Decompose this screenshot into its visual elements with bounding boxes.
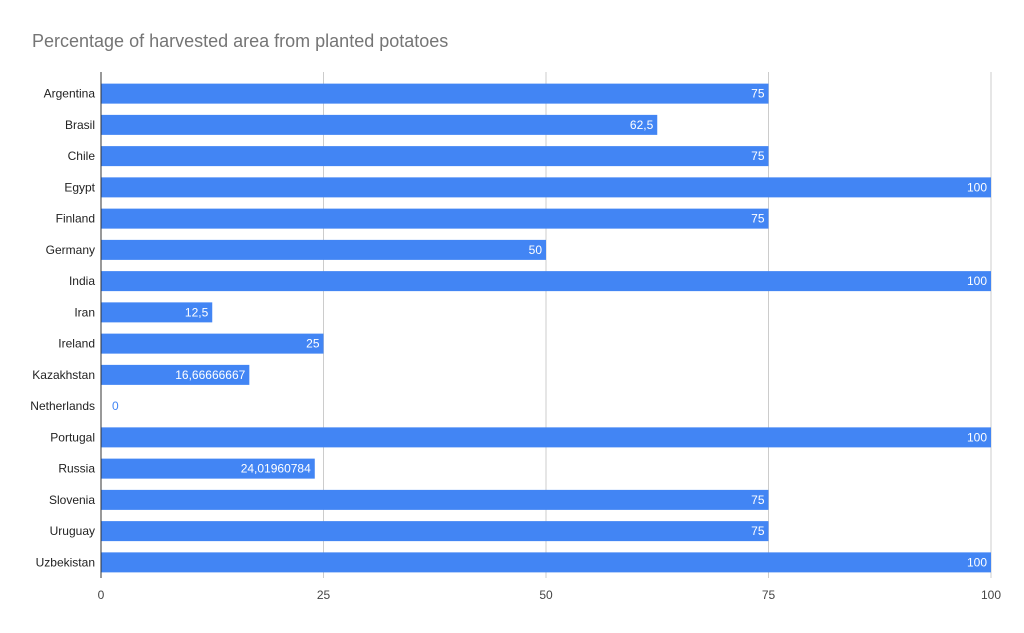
category-label: Ireland bbox=[58, 337, 95, 351]
category-label: Russia bbox=[58, 462, 95, 476]
data-label: 100 bbox=[967, 430, 987, 444]
data-labels: 75 62,5 75 100 75 50 100 12,5 25 16,66666667 0 100 2… bbox=[112, 87, 987, 570]
data-label: 62,5 bbox=[630, 118, 654, 132]
data-label: 75 bbox=[751, 87, 765, 101]
data-label: 75 bbox=[751, 493, 765, 507]
bar bbox=[101, 302, 213, 323]
category-label: Chile bbox=[68, 149, 96, 163]
category-label: Egypt bbox=[64, 180, 95, 194]
bar bbox=[101, 521, 769, 542]
data-label: 75 bbox=[751, 149, 765, 163]
category-label: Germany bbox=[46, 243, 95, 257]
data-label: 100 bbox=[967, 555, 987, 569]
bars bbox=[101, 83, 991, 573]
data-label: 24,01960784 bbox=[241, 462, 311, 476]
bar bbox=[101, 364, 250, 385]
chart-title: Percentage of harvested area from plante… bbox=[32, 31, 448, 51]
data-label: 75 bbox=[751, 212, 765, 226]
x-tick-label: 0 bbox=[98, 588, 105, 602]
bar bbox=[101, 177, 991, 198]
bar bbox=[101, 552, 991, 573]
bar bbox=[101, 83, 769, 104]
category-label: Finland bbox=[56, 212, 95, 226]
category-label: Uruguay bbox=[50, 524, 95, 538]
bar bbox=[101, 146, 769, 167]
category-label: Brasil bbox=[65, 118, 95, 132]
data-label: 75 bbox=[751, 524, 765, 538]
data-label: 12,5 bbox=[185, 305, 209, 319]
category-label: Uzbekistan bbox=[36, 555, 95, 569]
bar bbox=[101, 114, 658, 135]
x-tick-label: 75 bbox=[762, 588, 776, 602]
bar bbox=[101, 427, 991, 448]
x-tick-label: 25 bbox=[317, 588, 331, 602]
data-label: 50 bbox=[529, 243, 543, 257]
bar bbox=[101, 239, 546, 260]
x-tick-labels: 0 25 50 75 100 bbox=[98, 588, 1002, 602]
category-label: Portugal bbox=[50, 430, 95, 444]
category-label: Iran bbox=[74, 305, 95, 319]
data-label: 0 bbox=[112, 399, 119, 413]
category-label: India bbox=[69, 274, 95, 288]
bar bbox=[101, 271, 991, 292]
bar bbox=[101, 333, 324, 354]
data-label: 16,66666667 bbox=[175, 368, 245, 382]
bar bbox=[101, 489, 769, 510]
bar bbox=[101, 458, 315, 479]
data-label: 100 bbox=[967, 274, 987, 288]
category-label: Netherlands bbox=[30, 399, 95, 413]
bar bbox=[101, 208, 769, 229]
category-label: Kazakhstan bbox=[32, 368, 95, 382]
category-label: Slovenia bbox=[49, 493, 95, 507]
data-label: 25 bbox=[306, 337, 320, 351]
data-label: 100 bbox=[967, 180, 987, 194]
category-labels: Argentina Brasil Chile Egypt Finland Germany I… bbox=[30, 87, 95, 570]
category-label: Argentina bbox=[44, 87, 96, 101]
x-tick-label: 100 bbox=[981, 588, 1001, 602]
x-tick-label: 50 bbox=[539, 588, 553, 602]
